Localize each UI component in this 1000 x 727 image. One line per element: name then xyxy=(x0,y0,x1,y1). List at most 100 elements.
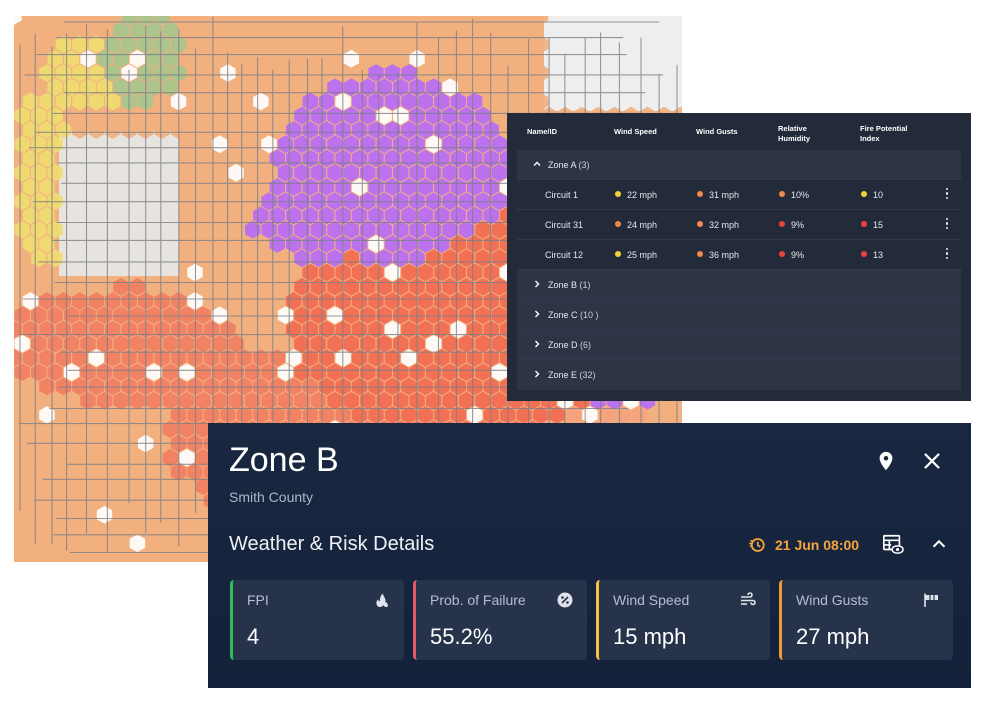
risk-hex-cell[interactable] xyxy=(212,135,228,154)
risk-hex-cell[interactable] xyxy=(458,163,475,182)
risk-hex-cell[interactable] xyxy=(327,249,343,268)
risk-hex-cell[interactable] xyxy=(327,106,343,125)
risk-hex-cell[interactable] xyxy=(63,391,80,410)
risk-hex-cell[interactable] xyxy=(318,206,335,225)
risk-hex-cell[interactable] xyxy=(294,163,310,182)
risk-hex-cell[interactable] xyxy=(179,363,195,382)
risk-hex-cell[interactable] xyxy=(14,78,30,97)
risk-hex-cell[interactable] xyxy=(253,121,269,139)
zone-row-e[interactable]: Zone E (32) xyxy=(517,360,961,390)
risk-hex-cell[interactable] xyxy=(294,220,310,239)
risk-hex-cell[interactable] xyxy=(31,135,47,154)
risk-hex-cell[interactable] xyxy=(318,292,335,310)
risk-hex-cell[interactable] xyxy=(351,349,368,367)
risk-hex-cell[interactable] xyxy=(80,78,96,97)
risk-hex-cell[interactable] xyxy=(401,292,417,310)
risk-hex-cell[interactable] xyxy=(22,406,39,424)
risk-hex-cell[interactable] xyxy=(294,78,310,97)
risk-hex-cell[interactable] xyxy=(310,220,327,239)
risk-hex-cell[interactable] xyxy=(212,78,228,97)
risk-hex-cell[interactable] xyxy=(425,363,442,382)
risk-hex-cell[interactable] xyxy=(195,334,211,353)
risk-hex-cell[interactable] xyxy=(253,16,269,25)
risk-hex-cell[interactable] xyxy=(393,49,409,68)
risk-hex-cell[interactable] xyxy=(401,406,417,424)
risk-hex-cell[interactable] xyxy=(146,448,162,467)
risk-hex-cell[interactable] xyxy=(105,35,121,54)
risk-hex-cell[interactable] xyxy=(417,406,434,424)
risk-hex-cell[interactable] xyxy=(269,35,285,54)
risk-hex-cell[interactable] xyxy=(47,363,63,382)
risk-hex-cell[interactable] xyxy=(47,277,63,296)
risk-hex-cell[interactable] xyxy=(475,21,491,40)
risk-hex-cell[interactable] xyxy=(80,49,96,68)
risk-hex-cell[interactable] xyxy=(22,320,39,339)
risk-hex-cell[interactable] xyxy=(417,92,434,111)
risk-hex-cell[interactable] xyxy=(55,35,72,54)
risk-hex-cell[interactable] xyxy=(467,377,483,396)
risk-hex-cell[interactable] xyxy=(212,306,228,325)
risk-hex-cell[interactable] xyxy=(63,334,80,353)
chevron-up-icon[interactable] xyxy=(928,533,950,555)
risk-hex-cell[interactable] xyxy=(129,448,146,467)
risk-hex-cell[interactable] xyxy=(450,406,466,424)
risk-hex-cell[interactable] xyxy=(39,406,55,424)
header-fire-potential-index[interactable]: Fire Potential Index xyxy=(860,124,908,144)
risk-hex-cell[interactable] xyxy=(302,206,318,225)
risk-hex-cell[interactable] xyxy=(236,178,253,196)
risk-hex-cell[interactable] xyxy=(368,149,384,168)
risk-hex-cell[interactable] xyxy=(179,391,195,410)
risk-hex-cell[interactable] xyxy=(310,135,327,154)
risk-hex-cell[interactable] xyxy=(179,334,195,353)
risk-hex-cell[interactable] xyxy=(146,420,162,439)
risk-hex-cell[interactable] xyxy=(80,106,96,125)
risk-hex-cell[interactable] xyxy=(105,377,121,396)
risk-hex-cell[interactable] xyxy=(253,320,269,339)
risk-hex-cell[interactable] xyxy=(458,220,475,239)
risk-hex-cell[interactable] xyxy=(253,292,269,310)
risk-hex-cell[interactable] xyxy=(55,463,72,481)
risk-hex-cell[interactable] xyxy=(162,505,178,524)
risk-hex-cell[interactable] xyxy=(351,235,368,253)
zone-row-d[interactable]: Zone D (6) xyxy=(517,330,961,360)
risk-hex-cell[interactable] xyxy=(508,49,524,68)
risk-hex-cell[interactable] xyxy=(286,292,302,310)
risk-hex-cell[interactable] xyxy=(343,249,359,268)
risk-hex-cell[interactable] xyxy=(425,78,442,97)
risk-hex-cell[interactable] xyxy=(80,477,96,496)
risk-hex-cell[interactable] xyxy=(146,49,162,68)
risk-hex-cell[interactable] xyxy=(327,277,343,296)
risk-hex-cell[interactable] xyxy=(244,391,261,410)
risk-hex-cell[interactable] xyxy=(47,78,63,97)
risk-hex-cell[interactable] xyxy=(47,334,63,353)
risk-hex-cell[interactable] xyxy=(72,92,88,111)
risk-hex-cell[interactable] xyxy=(434,235,450,253)
risk-hex-cell[interactable] xyxy=(63,78,80,97)
risk-hex-cell[interactable] xyxy=(162,21,178,40)
risk-hex-cell[interactable] xyxy=(203,149,220,168)
risk-hex-cell[interactable] xyxy=(187,16,203,25)
risk-hex-cell[interactable] xyxy=(39,548,55,562)
risk-hex-cell[interactable] xyxy=(277,49,294,68)
risk-hex-cell[interactable] xyxy=(351,35,368,54)
risk-hex-cell[interactable] xyxy=(277,391,294,410)
risk-hex-cell[interactable] xyxy=(384,349,401,367)
risk-hex-cell[interactable] xyxy=(368,349,384,367)
risk-hex-cell[interactable] xyxy=(203,92,220,111)
risk-hex-cell[interactable] xyxy=(80,448,96,467)
risk-hex-cell[interactable] xyxy=(499,35,516,54)
risk-hex-cell[interactable] xyxy=(351,16,368,25)
risk-hex-cell[interactable] xyxy=(491,78,508,97)
risk-hex-cell[interactable] xyxy=(327,306,343,325)
risk-hex-cell[interactable] xyxy=(244,306,261,325)
risk-hex-cell[interactable] xyxy=(368,16,384,25)
risk-hex-cell[interactable] xyxy=(154,320,170,339)
risk-hex-cell[interactable] xyxy=(384,92,401,111)
risk-hex-cell[interactable] xyxy=(516,64,532,82)
risk-hex-cell[interactable] xyxy=(417,263,434,282)
risk-hex-cell[interactable] xyxy=(434,149,450,168)
risk-hex-cell[interactable] xyxy=(244,135,261,154)
risk-hex-cell[interactable] xyxy=(105,92,121,111)
risk-hex-cell[interactable] xyxy=(269,178,285,196)
risk-hex-cell[interactable] xyxy=(286,149,302,168)
